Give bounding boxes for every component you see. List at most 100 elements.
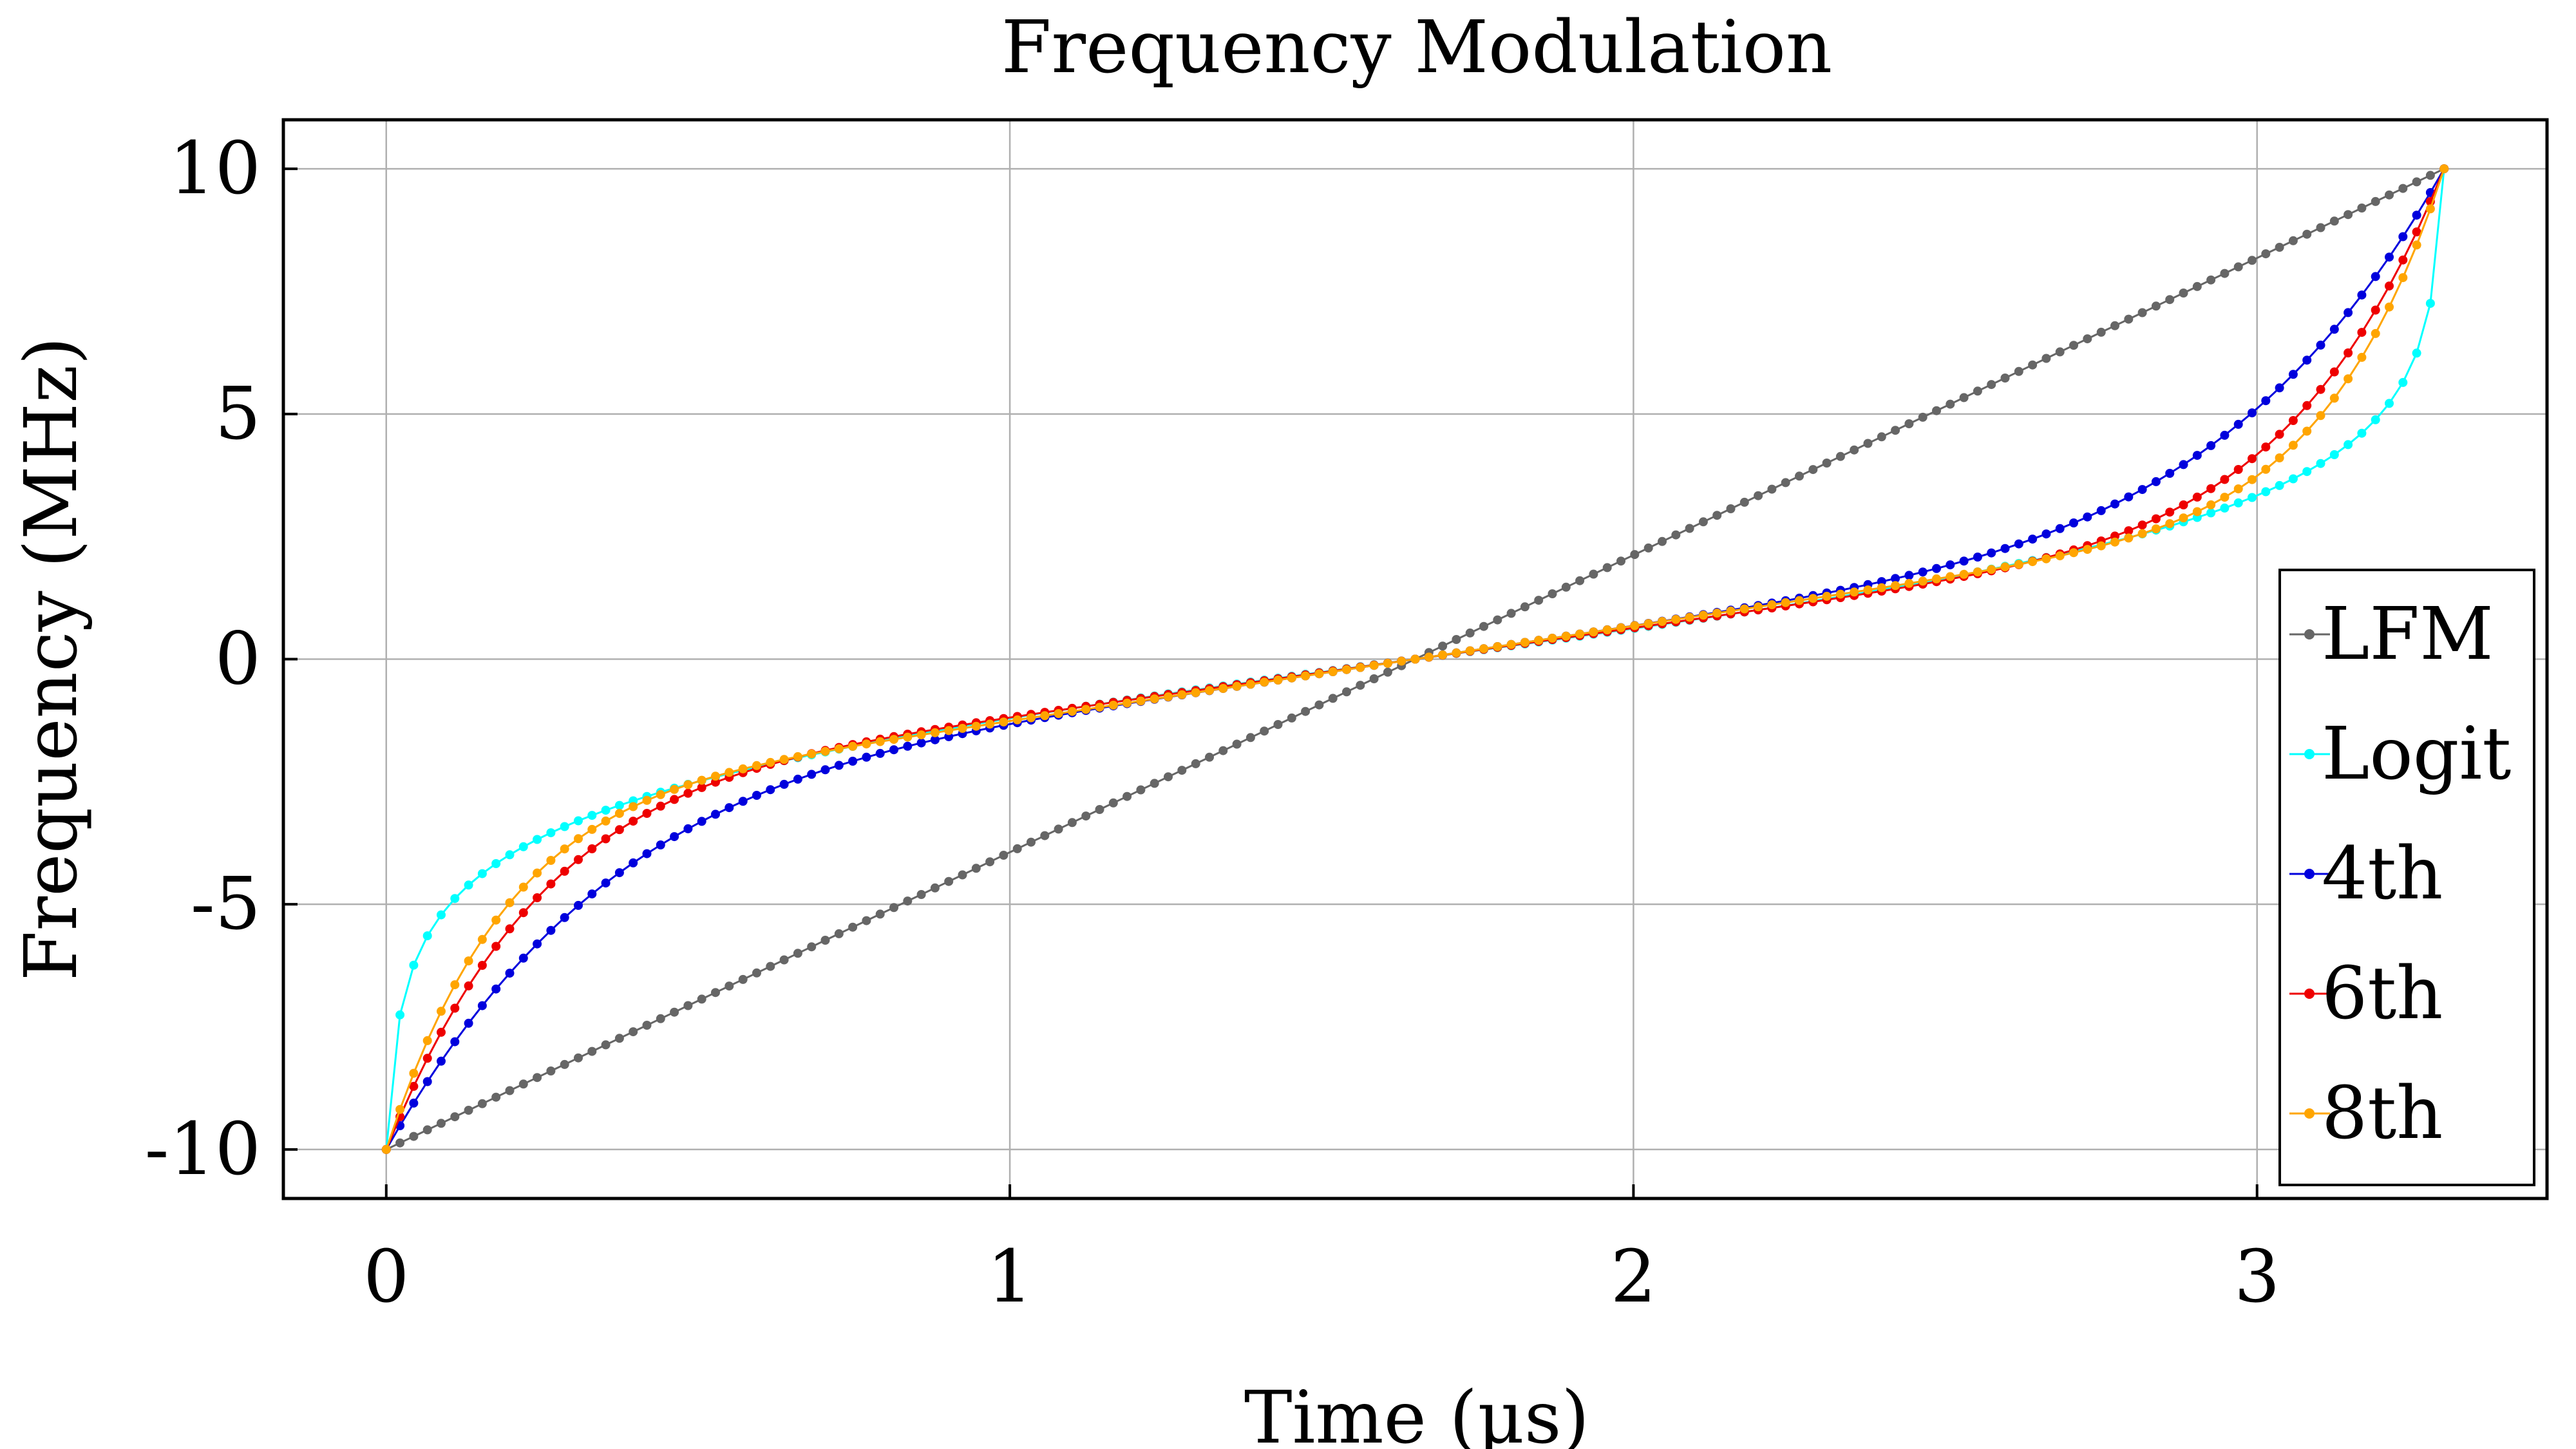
data-point <box>450 1003 460 1013</box>
data-point <box>518 882 528 892</box>
data-point <box>738 797 748 806</box>
data-point <box>2288 474 2298 484</box>
data-point <box>1314 669 1324 679</box>
data-point <box>1918 576 1927 586</box>
data-point <box>779 955 789 965</box>
data-point <box>574 1053 583 1063</box>
data-point <box>2261 487 2271 497</box>
data-point <box>2385 281 2394 291</box>
data-point <box>738 764 748 773</box>
data-point <box>422 1125 432 1135</box>
data-point <box>1630 550 1640 560</box>
data-point <box>2233 419 2243 429</box>
data-point <box>1328 667 1338 676</box>
data-point <box>2151 477 2161 486</box>
data-point <box>999 717 1009 727</box>
data-point <box>2110 321 2119 330</box>
data-point <box>1561 582 1571 592</box>
data-point <box>848 922 858 932</box>
data-point <box>2220 430 2230 440</box>
data-point <box>2398 184 2408 193</box>
data-point <box>1616 623 1625 632</box>
data-point <box>1465 646 1475 656</box>
data-point <box>2425 171 2435 180</box>
data-point <box>2398 273 2408 283</box>
data-point <box>1356 681 1365 690</box>
data-point <box>2288 416 2298 425</box>
data-point <box>614 868 624 878</box>
data-point <box>518 953 528 963</box>
data-point <box>1877 432 1886 442</box>
data-point <box>916 738 926 748</box>
data-point <box>2385 190 2394 200</box>
data-point <box>518 1079 528 1089</box>
data-point <box>2371 196 2380 206</box>
data-point <box>642 809 652 818</box>
data-point <box>971 864 981 873</box>
data-point <box>2179 500 2188 509</box>
data-point <box>491 859 501 868</box>
data-point <box>2110 537 2119 547</box>
data-point <box>1754 602 1763 612</box>
data-point <box>1095 703 1104 712</box>
data-point <box>1465 628 1475 638</box>
data-point <box>2329 393 2339 403</box>
data-point <box>2344 308 2353 317</box>
data-point <box>464 1018 473 1028</box>
data-point <box>903 896 913 906</box>
legend-marker <box>2304 749 2315 759</box>
data-point <box>2220 503 2230 513</box>
data-point <box>533 835 542 844</box>
data-point <box>2220 493 2230 502</box>
data-point <box>560 913 569 922</box>
data-point <box>2439 164 2449 174</box>
data-point <box>2316 223 2325 232</box>
data-point <box>2248 256 2257 265</box>
data-point <box>1122 791 1132 801</box>
data-point <box>1781 598 1790 607</box>
data-point <box>491 942 501 951</box>
data-point <box>1698 611 1708 620</box>
y-tick-label: 10 <box>169 127 261 211</box>
data-point <box>2165 507 2175 517</box>
data-point <box>2329 450 2339 459</box>
data-point <box>477 1099 487 1108</box>
data-point <box>2248 454 2257 464</box>
data-point <box>1959 393 1969 402</box>
data-point <box>1493 615 1502 625</box>
data-point <box>2302 229 2312 239</box>
data-point <box>683 1001 693 1010</box>
data-point <box>2412 348 2421 358</box>
data-point <box>697 994 706 1004</box>
data-point <box>1932 574 1941 583</box>
legend-marker <box>2304 869 2315 879</box>
data-point <box>820 936 830 945</box>
data-point <box>2275 453 2284 462</box>
data-point <box>1520 638 1530 647</box>
data-point <box>464 981 473 990</box>
data-point <box>1164 692 1173 701</box>
data-point <box>1369 674 1379 683</box>
data-point <box>1534 636 1544 645</box>
data-point <box>2316 411 2325 421</box>
data-point <box>2014 366 2023 376</box>
data-point <box>916 890 926 899</box>
data-point <box>1698 517 1708 527</box>
data-point <box>944 876 954 886</box>
data-point <box>2165 295 2175 305</box>
data-point <box>848 757 858 766</box>
data-point <box>2261 442 2271 452</box>
data-point <box>1863 439 1873 448</box>
data-point <box>2275 480 2284 490</box>
data-point <box>1795 471 1804 481</box>
data-point <box>464 880 473 890</box>
data-point <box>1054 824 1063 834</box>
data-point <box>1438 650 1448 659</box>
data-point <box>2192 492 2202 502</box>
data-point <box>2124 526 2134 536</box>
y-tick-label: 0 <box>215 618 261 701</box>
data-point <box>409 1081 419 1091</box>
data-point <box>1561 631 1571 641</box>
axis-ticks: 0 1 2 3 -10 -5 0 5 10 <box>145 127 2280 1319</box>
legend-item: Logit <box>2289 712 2511 796</box>
